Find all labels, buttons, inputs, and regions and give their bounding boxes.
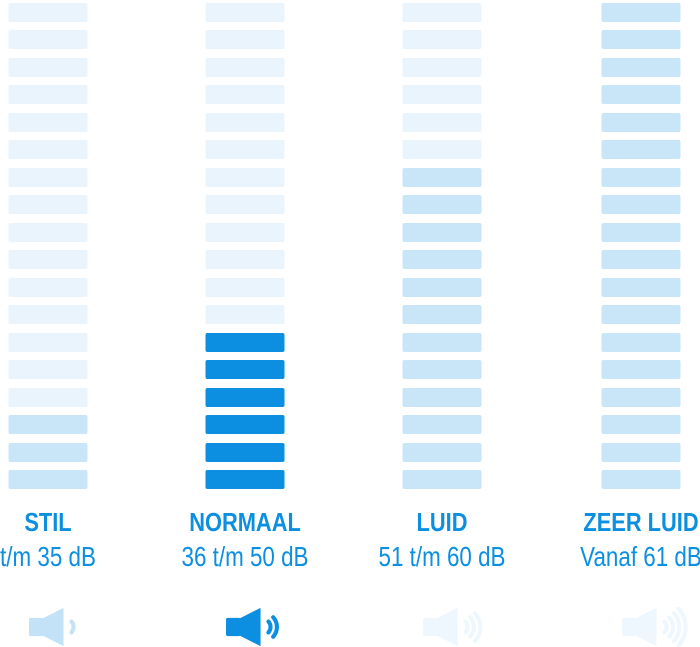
meter-bar [601, 57, 681, 77]
meter-bar [205, 250, 285, 269]
meter-bar [402, 30, 482, 49]
speaker-icon-slot [622, 607, 700, 647]
meter-bar [8, 470, 88, 489]
speaker-3-waves-icon [423, 607, 483, 647]
meter-bar [402, 277, 482, 297]
meter-bar [8, 57, 88, 77]
meter-bar [8, 442, 88, 462]
noise-meter [205, 2, 285, 489]
meter-bar [205, 470, 285, 489]
meter-bar [402, 250, 482, 269]
meter-bar [601, 195, 681, 214]
meter-bar [8, 140, 88, 159]
meter-bar [402, 305, 482, 324]
meter-bar [601, 360, 681, 379]
meter-bar [8, 332, 88, 352]
meter-bar [205, 222, 285, 242]
meter-bar [601, 30, 681, 49]
noise-level-range: Vanaf 61 dB [580, 541, 700, 572]
meter-bar [8, 360, 88, 379]
meter-bar [601, 387, 681, 407]
speaker-icon-slot [29, 607, 109, 647]
meter-bar [205, 85, 285, 104]
speaker-icon-slot [423, 607, 503, 647]
meter-bar [8, 277, 88, 297]
meter-bar [205, 112, 285, 132]
meter-bar [402, 387, 482, 407]
meter-bar [8, 30, 88, 49]
meter-bar [8, 195, 88, 214]
meter-bar [8, 85, 88, 104]
noise-level-range: 51 t/m 60 dB [378, 541, 506, 572]
meter-bar [402, 2, 482, 22]
meter-bar [8, 167, 88, 187]
meter-bar [205, 415, 285, 434]
speaker-4-waves-icon [622, 607, 688, 647]
noise-level-range: 36 t/m 50 dB [181, 541, 309, 572]
meter-bar [601, 222, 681, 242]
meter-bar [402, 140, 482, 159]
meter-bar [8, 222, 88, 242]
meter-bar [601, 250, 681, 269]
meter-bar [601, 167, 681, 187]
meter-bar [8, 112, 88, 132]
speaker-icon-slot [226, 607, 306, 647]
meter-bar [601, 470, 681, 489]
noise-level-name: NORMAAL [189, 507, 301, 537]
meter-bar [601, 2, 681, 22]
meter-bar [8, 415, 88, 434]
meter-bar [205, 360, 285, 379]
noise-level-range: t/m 35 dB [0, 541, 96, 572]
noise-level-option-normaal[interactable]: NORMAAL 36 t/m 50 dB [146, 0, 344, 647]
noise-meter [402, 2, 482, 489]
meter-bar [8, 250, 88, 269]
meter-bar [601, 305, 681, 324]
meter-bar [402, 470, 482, 489]
noise-meter [601, 2, 681, 489]
meter-bar [402, 442, 482, 462]
noise-level-option-zeer-luid[interactable]: ZEER LUID Vanaf 61 dB [542, 0, 700, 647]
meter-bar [205, 30, 285, 49]
meter-bar [402, 112, 482, 132]
noise-meter [8, 2, 88, 489]
meter-bar [8, 387, 88, 407]
meter-bar [205, 332, 285, 352]
meter-bar [205, 195, 285, 214]
meter-bar [402, 332, 482, 352]
noise-level-name: ZEER LUID [583, 507, 699, 537]
meter-bar [402, 360, 482, 379]
meter-bar [601, 140, 681, 159]
meter-bar [402, 195, 482, 214]
meter-bar [205, 442, 285, 462]
meter-bar [402, 415, 482, 434]
meter-bar [601, 415, 681, 434]
meter-bar [205, 387, 285, 407]
meter-bar [402, 57, 482, 77]
noise-level-name: STIL [24, 507, 72, 537]
meter-bar [402, 167, 482, 187]
noise-level-option-luid[interactable]: LUID 51 t/m 60 dB [343, 0, 541, 647]
meter-bar [205, 57, 285, 77]
noise-level-name: LUID [416, 507, 468, 537]
meter-bar [205, 277, 285, 297]
meter-bar [205, 2, 285, 22]
meter-bar [402, 85, 482, 104]
meter-bar [8, 305, 88, 324]
meter-bar [601, 85, 681, 104]
speaker-1-waves-icon [29, 607, 76, 647]
noise-level-option-stil[interactable]: STIL t/m 35 dB [0, 0, 147, 647]
speaker-2-waves-icon [226, 607, 279, 647]
meter-bar [205, 140, 285, 159]
meter-bar [402, 222, 482, 242]
meter-bar [205, 167, 285, 187]
meter-bar [601, 112, 681, 132]
meter-bar [205, 305, 285, 324]
meter-bar [601, 442, 681, 462]
meter-bar [601, 332, 681, 352]
meter-bar [601, 277, 681, 297]
meter-bar [8, 2, 88, 22]
